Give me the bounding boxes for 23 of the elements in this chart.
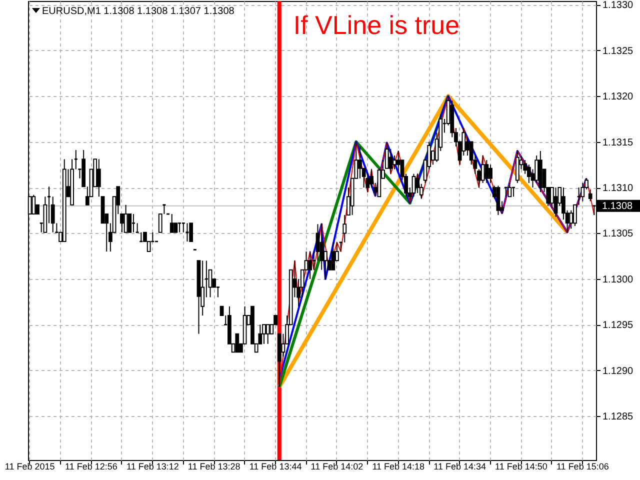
x-tick-label: 11 Feb 2015 (4, 462, 55, 472)
x-tick-label: 11 Feb 14:50 (495, 462, 548, 472)
x-tick-label: 11 Feb 12:56 (65, 462, 118, 472)
annotation: If VLine is true (293, 10, 460, 40)
y-tick-label: 1.1300 (602, 274, 634, 286)
y-tick-label: 1.1310 (602, 183, 634, 194)
x-tick-label: 11 Feb 15:06 (556, 462, 609, 472)
y-tick-label: 1.1330 (602, 0, 634, 12)
x-tick-label: 11 Feb 14:02 (310, 462, 364, 472)
x-tick-label: 11 Feb 14:34 (434, 462, 486, 472)
x-tick-label: 11 Feb 13:28 (188, 462, 240, 472)
x-tick-label: 11 Feb 13:44 (249, 462, 302, 472)
y-tick-label: 1.1290 (602, 366, 634, 377)
ref-line-label: 1.1308 (602, 200, 634, 212)
x-tick-label: 11 Feb 14:18 (372, 462, 425, 472)
chart-title: EURUSD,M1 1.1308 1.1308 1.1307 1.1308 (42, 6, 235, 17)
y-tick-label: 1.1305 (602, 228, 634, 240)
y-tick-label: 1.1325 (602, 46, 634, 57)
y-tick-label: 1.1285 (602, 412, 634, 423)
y-tick-label: 1.1320 (602, 92, 634, 103)
y-tick-label: 1.1295 (602, 320, 634, 332)
y-tick-label: 1.1315 (602, 137, 634, 148)
x-tick-label: 11 Feb 13:12 (126, 462, 179, 472)
